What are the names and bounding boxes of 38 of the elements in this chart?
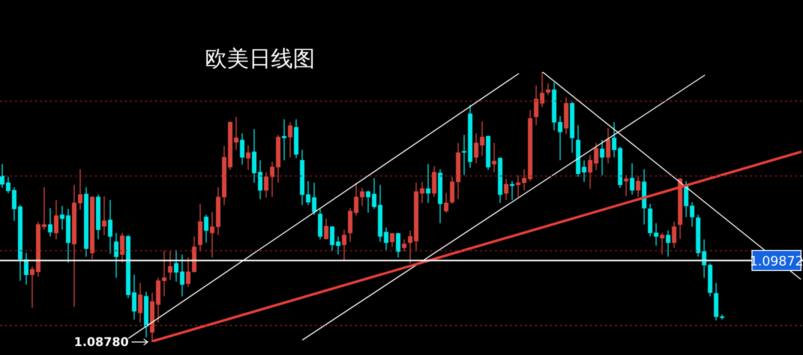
candlestick	[426, 164, 430, 204]
candlestick	[120, 232, 124, 264]
candlestick	[546, 82, 550, 96]
candlestick	[114, 232, 118, 278]
candlestick	[288, 122, 292, 158]
candlestick	[510, 180, 514, 200]
candlestick	[318, 208, 322, 240]
candlestick	[198, 203, 202, 252]
candlestick	[390, 232, 394, 248]
candlestick	[396, 232, 400, 258]
candlestick	[102, 196, 106, 236]
candlestick	[138, 282, 142, 324]
candlestick	[240, 132, 244, 166]
candlestick	[660, 232, 664, 256]
candlestick	[48, 208, 52, 237]
chart-title: 欧美日线图	[205, 46, 315, 74]
candlestick	[636, 175, 640, 198]
candlestick	[504, 178, 508, 200]
candlestick	[54, 199, 58, 240]
candlestick	[204, 214, 208, 244]
candlestick	[24, 252, 28, 285]
candlestick	[282, 118, 286, 161]
candlestick	[492, 142, 496, 173]
candlestick	[432, 166, 436, 198]
candlestick	[108, 199, 112, 254]
candlestick	[324, 218, 328, 240]
candlestick	[666, 230, 670, 258]
candlestick	[444, 192, 448, 214]
candlestick	[606, 128, 610, 164]
candlestick	[630, 162, 634, 196]
annotation: 1.08780	[74, 335, 129, 349]
candlestick	[600, 140, 604, 176]
candlestick	[672, 221, 676, 248]
candlestick	[624, 174, 628, 197]
candlestick	[168, 250, 172, 280]
candlestick	[402, 238, 406, 252]
candlestick	[342, 229, 346, 261]
candlestick	[246, 144, 250, 171]
